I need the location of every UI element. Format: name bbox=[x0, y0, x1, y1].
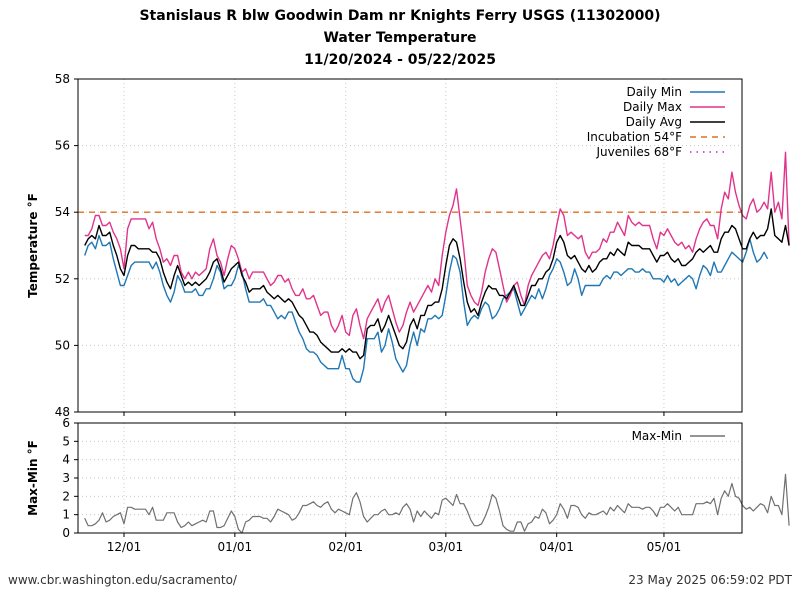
legend-label: Daily Min bbox=[627, 85, 682, 99]
x-tick-label: 04/01 bbox=[539, 540, 574, 554]
chart-date-range: 11/20/2024 - 05/22/2025 bbox=[304, 52, 496, 68]
series-line bbox=[84, 208, 790, 360]
y-tick-label: 58 bbox=[55, 72, 70, 86]
series-line bbox=[84, 151, 790, 340]
plot-frame bbox=[77, 78, 743, 413]
y-tick-label: 1 bbox=[62, 508, 70, 522]
y-tick-label: 54 bbox=[55, 205, 70, 219]
y-tick-label: 5 bbox=[62, 434, 70, 448]
series-line bbox=[84, 473, 790, 534]
y-tick-label: 56 bbox=[55, 139, 70, 153]
y-tick-label: 52 bbox=[55, 272, 70, 286]
legend-label: Daily Avg bbox=[626, 115, 682, 129]
range-panel: 0 1 2 3 4 5 6 12/01 01/01 02/01 03/01 04/01 05/01 Max… bbox=[26, 416, 790, 554]
generated-timestamp: 23 May 2025 06:59:02 PDT bbox=[628, 573, 792, 587]
series-line bbox=[84, 234, 769, 383]
y-axis-label: Max-Min °F bbox=[26, 440, 40, 516]
chart-title: Stanislaus R blw Goodwin Dam nr Knights … bbox=[139, 8, 661, 24]
legend-label: Incubation 54°F bbox=[587, 130, 682, 144]
y-axis-label: Temperature °F bbox=[26, 193, 40, 298]
y-tick-label: 6 bbox=[62, 416, 70, 430]
legend-label: Juveniles 68°F bbox=[595, 145, 682, 159]
x-tick-label: 05/01 bbox=[647, 540, 682, 554]
x-tick-label: 12/01 bbox=[107, 540, 142, 554]
y-tick-label: 50 bbox=[55, 338, 70, 352]
y-tick-label: 0 bbox=[62, 526, 70, 540]
y-tick-label: 4 bbox=[62, 453, 70, 467]
legend: Max-Min bbox=[632, 429, 725, 443]
source-url: www.cbr.washington.edu/sacramento/ bbox=[8, 573, 237, 587]
chart-subtitle: Water Temperature bbox=[323, 30, 477, 46]
x-tick-label: 02/01 bbox=[328, 540, 363, 554]
x-tick-label: 01/01 bbox=[218, 540, 253, 554]
y-tick-label: 3 bbox=[62, 471, 70, 485]
y-tick-label: 2 bbox=[62, 489, 70, 503]
x-tick-label: 03/01 bbox=[429, 540, 464, 554]
legend-label: Max-Min bbox=[632, 429, 682, 443]
y-tick-label: 48 bbox=[55, 405, 70, 419]
legend-label: Daily Max bbox=[623, 100, 682, 114]
